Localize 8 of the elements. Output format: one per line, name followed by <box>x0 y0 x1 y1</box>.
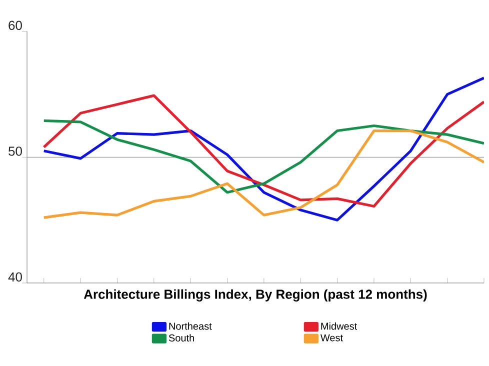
legend-label: West <box>320 334 343 342</box>
y-tick-label: 50 <box>8 146 22 156</box>
text: Architecture Billings Index, By Region (past 12 months) <box>84 289 427 302</box>
y-tick-label: 60 <box>8 20 22 30</box>
legend-label: Northeast <box>169 322 212 330</box>
y-tick-label: 40 <box>8 272 22 282</box>
legend-label: Midwest <box>321 322 358 330</box>
legend-label: South <box>168 334 194 342</box>
